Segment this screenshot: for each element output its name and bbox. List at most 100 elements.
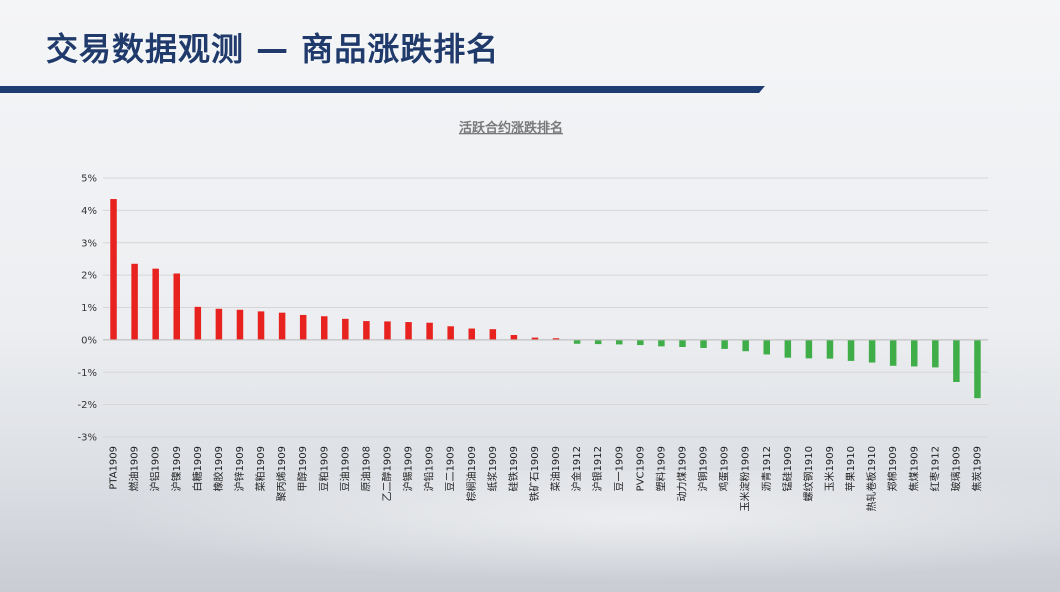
bar [405,322,412,340]
bar [321,316,328,340]
bar [489,329,497,340]
x-tick-label: 沪铝1909 [149,446,162,491]
x-tick-label: 聚丙烯1909 [275,446,288,501]
bar [363,321,370,340]
x-tick-label: 原油1908 [359,446,372,491]
x-tick-label: 螺纹钢1910 [802,446,815,501]
x-tick-label: 沪金1912 [570,446,583,491]
bar [573,339,581,344]
x-tick-label: 甲醇1909 [296,446,309,491]
bar [447,326,454,340]
x-tick-label: 铁矿石1909 [528,446,541,501]
x-tick-label: 锰硅1909 [781,446,794,491]
chart-title: 活跃合约涨跌排名 [459,120,563,136]
bar [131,263,138,340]
chart-bars [110,199,981,399]
x-axis-tick-labels: PTA1909 燃油1909 沪铝1909 沪镍1909 白糖1909 橡胶1909 沪锌1… [109,446,984,511]
bar [531,337,539,340]
bar [194,306,202,340]
x-tick-label: 乙二醇1909 [380,446,393,501]
bar [658,339,665,347]
title-underline-bar [0,86,752,93]
slide-title: 交易数据观测 — 商品涨跌排名 [46,30,500,68]
x-tick-label: 热轧卷板1910 [865,446,878,511]
x-tick-label: 玻璃1909 [949,446,962,491]
x-tick-label: 沪锡1909 [402,446,415,491]
x-tick-label: 燃油1909 [128,446,141,491]
bar [889,339,897,366]
x-tick-label: 红枣1912 [928,446,941,491]
x-tick-label: 沥青1912 [760,446,773,491]
bar [278,312,286,340]
x-tick-label: 沪锌1909 [233,446,246,491]
x-tick-label: 纸浆1909 [486,446,499,491]
bar [700,339,707,348]
bar [868,339,876,363]
x-tick-label: 焦煤1909 [907,446,920,491]
x-tick-label: 郑棉1909 [886,446,899,491]
bar [616,339,623,345]
bar [784,339,792,358]
y-tick-label: 1% [81,303,97,314]
x-tick-label: 菜油1909 [549,446,562,491]
bar [742,339,749,352]
bar [152,268,159,340]
bar [763,339,770,355]
bar [257,311,265,340]
bar [847,339,855,361]
bar [594,339,602,345]
y-axis-tick-labels: 5% 4% 3% 2% 1% 0% -1% -2% -3% [78,174,97,444]
x-tick-label: 菜粕1909 [254,446,267,491]
bar [911,339,918,367]
y-tick-label: 0% [81,335,97,346]
bar [342,318,349,340]
y-tick-label: 4% [81,206,97,217]
x-tick-label: 豆一1909 [613,446,625,491]
x-tick-label: PVC1909 [635,446,646,491]
bar [552,338,560,340]
x-tick-label: 棕榈油1909 [465,446,478,501]
x-tick-label: 沪铜1909 [697,446,710,491]
x-tick-label: 豆粕1909 [317,446,330,491]
x-tick-label: 塑料1909 [654,446,667,491]
x-tick-label: 苹果1910 [844,446,857,491]
bar [384,321,391,340]
y-tick-label: 2% [81,271,97,282]
y-tick-label: -1% [78,368,97,379]
x-tick-label: 焦炭1909 [970,446,983,491]
y-tick-label: -2% [78,400,97,411]
x-tick-label: 玉米淀粉1909 [739,446,752,511]
bar [932,339,939,368]
x-tick-label: 沪铅1909 [423,446,436,491]
bar [637,339,644,346]
bar [299,314,307,340]
x-tick-label: 橡胶1909 [212,446,225,491]
bar [953,339,960,382]
x-tick-label: 白糖1909 [191,446,204,491]
bar [173,273,180,340]
bar [236,309,244,340]
bar [805,339,813,359]
bar [679,339,686,347]
x-tick-label: 鸡蛋1909 [718,446,731,491]
bar [215,308,223,340]
x-tick-label: 沪镍1909 [170,446,183,491]
background-decoration [0,470,1060,592]
y-tick-label: 3% [81,238,97,249]
x-tick-label: 硅铁1909 [507,446,520,491]
x-tick-label: 豆油1909 [338,446,351,491]
bar [510,335,518,340]
x-tick-label: 玉米1909 [823,446,836,491]
bar [721,339,728,349]
bar [426,322,433,340]
x-tick-label: PTA1909 [109,446,120,490]
x-tick-label: 动力煤1909 [675,446,688,501]
y-tick-label: 5% [81,174,97,185]
x-tick-label: 豆二1909 [445,446,457,491]
bar [110,199,117,340]
chart-gridlines [103,177,988,438]
y-tick-label: -3% [78,433,97,444]
bar [974,339,981,399]
x-tick-label: 沪银1912 [591,446,604,491]
